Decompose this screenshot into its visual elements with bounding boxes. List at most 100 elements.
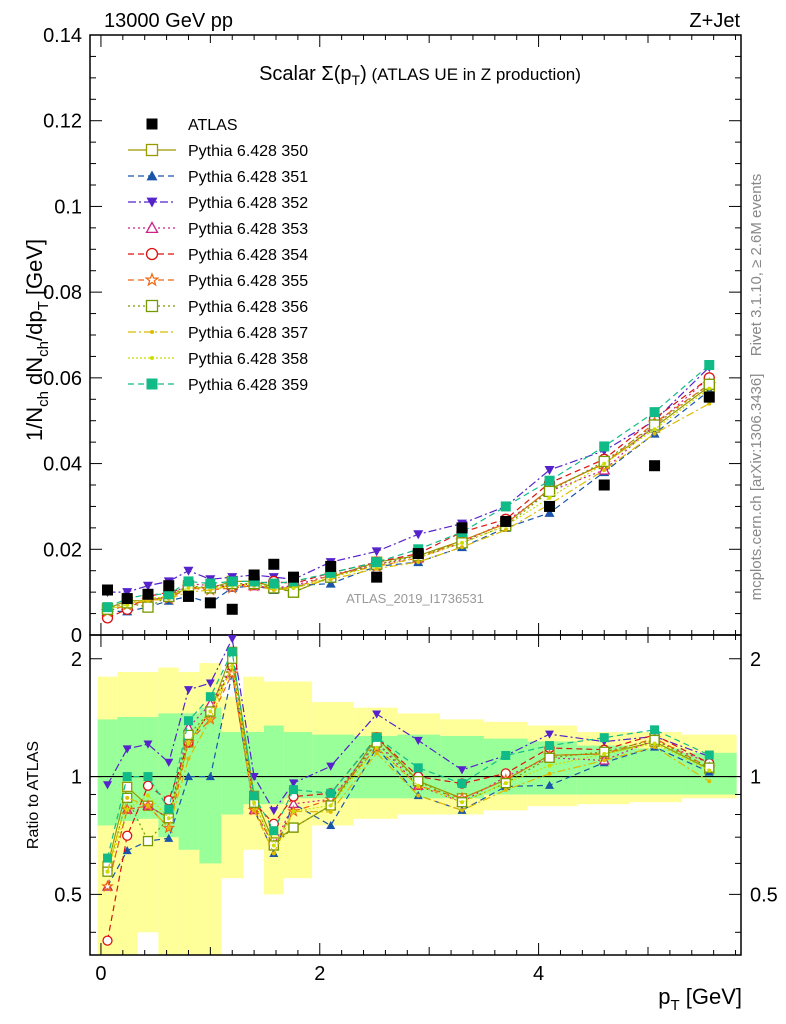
data-point <box>703 391 715 403</box>
data-point <box>164 833 174 842</box>
data-point <box>500 501 511 512</box>
series-ratio-9 <box>103 647 714 863</box>
data-point <box>164 804 174 814</box>
data-point <box>142 581 153 591</box>
data-point <box>328 809 333 814</box>
data-point <box>543 485 556 498</box>
data-point <box>249 772 259 782</box>
data-point <box>291 585 296 590</box>
ratio-y-axis-label: Ratio to ATLAS <box>25 741 42 849</box>
data-point <box>163 580 175 592</box>
mcplots-label: mcplots.cern.ch [arXiv:1306.3436] <box>748 374 765 601</box>
data-point <box>164 758 174 767</box>
data-point <box>183 772 193 781</box>
data-point <box>227 635 237 644</box>
band-inner <box>97 719 118 826</box>
data-point <box>372 732 382 742</box>
data-point <box>208 717 213 722</box>
data-point <box>547 763 552 768</box>
data-point <box>707 386 712 391</box>
data-point <box>707 779 712 784</box>
data-point <box>143 740 153 749</box>
data-point <box>374 745 379 750</box>
data-point <box>460 540 464 545</box>
data-point <box>704 750 714 760</box>
data-point <box>146 170 158 181</box>
header-right: Z+Jet <box>689 10 740 32</box>
data-point <box>413 736 423 745</box>
legend-entry-9: Pythia 6.428 359 <box>128 377 308 394</box>
data-point <box>602 461 607 466</box>
y-tick-label: 0 <box>71 625 82 647</box>
legend-label: Pythia 6.428 358 <box>188 351 308 368</box>
ratio-tick-label: 0.5 <box>54 884 82 906</box>
data-point <box>456 522 468 534</box>
data-point <box>125 807 130 812</box>
data-point <box>602 758 607 763</box>
data-point <box>186 740 191 745</box>
axis-tick-labels: 0 2 400.020.040.060.080.10.120.140.5 0.51 12… <box>43 25 778 985</box>
header-left: 13000 GeV pp <box>104 10 233 32</box>
data-point <box>269 826 279 836</box>
data-point <box>545 780 555 789</box>
legend-entry-5: Pythia 6.428 355 <box>128 272 308 290</box>
data-point <box>704 360 715 370</box>
data-point <box>145 803 150 808</box>
data-point <box>503 781 508 786</box>
data-point <box>413 763 423 773</box>
data-point <box>372 710 382 719</box>
data-point <box>227 576 238 587</box>
data-point <box>602 468 607 472</box>
legend-entry-7: Pythia 6.428 357 <box>128 325 308 342</box>
data-point <box>125 795 130 800</box>
data-point <box>288 822 299 833</box>
data-point <box>122 745 132 754</box>
data-point <box>545 730 555 739</box>
data-point <box>371 547 382 557</box>
data-point <box>145 221 159 234</box>
legend-label: Pythia 6.428 354 <box>188 247 308 264</box>
data-point <box>598 479 610 491</box>
x-tick-label: 0 <box>95 963 106 985</box>
data-point <box>122 830 133 841</box>
data-point <box>142 601 154 613</box>
data-point <box>371 557 382 568</box>
y-tick-label: 0.1 <box>54 196 82 218</box>
data-point <box>225 666 239 679</box>
data-point <box>105 869 110 874</box>
band-inner <box>263 725 284 805</box>
data-point <box>205 679 215 688</box>
legend-entry-8: Pythia 6.428 358 <box>128 351 308 368</box>
data-point <box>271 851 276 856</box>
legend-label: ATLAS <box>188 117 238 134</box>
data-point <box>289 779 299 788</box>
data-point <box>547 495 552 500</box>
legend-entry-1: Pythia 6.428 351 <box>128 169 308 186</box>
x-tick-label: 2 <box>314 963 325 985</box>
legend-label: Pythia 6.428 351 <box>188 169 308 186</box>
data-point <box>142 588 154 600</box>
legend: ATLAS Pythia 6.428 350 Pythia 6.428 351 Pyt… <box>128 117 308 394</box>
data-point <box>186 585 191 590</box>
data-point <box>103 781 113 790</box>
data-point <box>288 571 300 583</box>
x-axis-label: pT [GeV] <box>658 984 742 1014</box>
data-point <box>544 500 556 512</box>
data-point <box>252 800 257 805</box>
data-point <box>457 779 467 789</box>
legend-entry-4: Pythia 6.428 354 <box>128 247 308 264</box>
data-point <box>707 768 712 773</box>
band-inner <box>221 731 244 815</box>
data-point <box>501 750 511 760</box>
legend-entry-6: Pythia 6.428 356 <box>128 299 308 316</box>
legend-entry-reference: ATLAS <box>146 117 238 134</box>
data-point <box>122 588 133 598</box>
data-point <box>652 741 657 746</box>
data-point <box>652 431 657 436</box>
data-point <box>325 560 337 572</box>
y-tick-label: 0.02 <box>43 539 82 561</box>
data-point <box>413 530 424 540</box>
band-inner <box>243 731 264 805</box>
main-plot-data <box>100 360 717 624</box>
